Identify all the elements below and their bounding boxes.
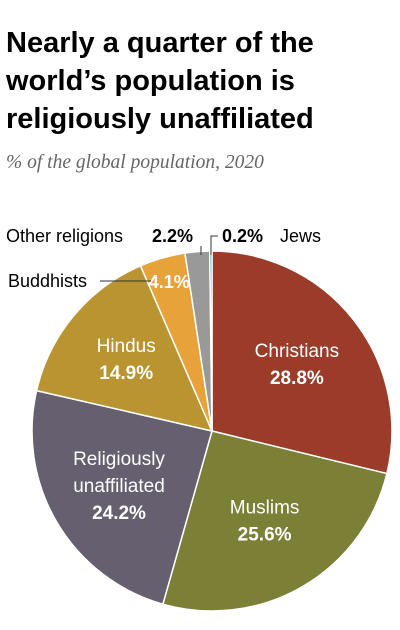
chart-subtitle: % of the global population, 2020 — [6, 152, 264, 173]
slice-value-muslims: 25.6% — [238, 525, 292, 546]
slice-value-buddhists: 4.1% — [149, 272, 190, 292]
chart-title: Nearly a quarter of the world’s populati… — [6, 27, 314, 135]
leader-line-jews — [210, 235, 218, 255]
slice-value-christians: 28.8% — [270, 368, 324, 389]
slice-value-religiously-unaffiliated: 24.2% — [92, 503, 146, 524]
slice-label-religiously-unaffiliated: unaffiliated — [73, 476, 165, 497]
pie-slice-hindus — [35, 264, 214, 433]
slice-label-religiously-unaffiliated: Religiously — [73, 449, 165, 470]
slice-value-hindus: 14.9% — [99, 363, 153, 384]
slice-label-buddhists: Buddhists — [8, 271, 87, 291]
slice-label-hindus: Hindus — [97, 336, 156, 357]
slice-label-christians: Christians — [255, 341, 339, 362]
slice-value-jews: 0.2% — [222, 226, 263, 246]
slice-label-jews: Jews — [280, 226, 321, 246]
slice-label-muslims: Muslims — [230, 498, 300, 519]
pie-slice-christians — [211, 250, 393, 475]
pie-slice-muslims — [161, 430, 388, 612]
slice-value-other-religions: 2.2% — [152, 226, 193, 246]
pie-slice-religiously-unaffiliated — [31, 389, 213, 606]
slice-label-other-religions: Other religions — [6, 226, 123, 246]
